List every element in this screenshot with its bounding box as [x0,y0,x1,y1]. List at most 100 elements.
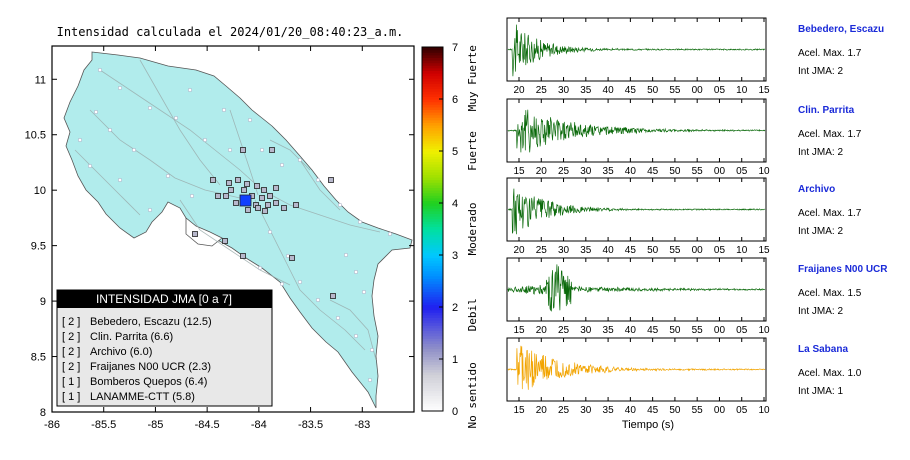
station-dot [187,87,192,92]
seismogram-panel: 15 20 25 30 35 40 45 50 55 00 05 10 La Sabana Acel. M… [506,337,862,416]
map-x-tick-label: -83 [354,419,370,431]
station-marker [293,202,299,208]
seismogram-jma-intensity: Int JMA: 2 [798,306,843,317]
seismogram-tick-label: 15 [513,325,525,336]
seismogram-tick-label: 00 [692,245,704,256]
seismogram-tick-label: 45 [647,325,659,336]
seismogram-station-name: Clin. Parrita [798,105,855,116]
seismogram-tick-label: 35 [580,85,592,96]
map-panel: -86 -85.5 -85 -84.5 -84 -83.5 -83 8 8.5 9 9.5 10 10.… [25,45,415,431]
colorbar-category-label: Fuerte [466,131,479,171]
map-x-tick-label: -84.5 [195,419,220,431]
seismogram-tick-label: 30 [558,85,570,96]
colorbar-tick-label: 1 [452,354,458,366]
colorbar-tick-label: 0 [452,406,458,418]
intensity-legend: INTENSIDAD JMA [0 a 7] [ 2 ] Bebedero, Es… [56,289,273,407]
station-dot [147,207,152,212]
seismogram-jma-intensity: Int JMA: 2 [798,147,843,158]
station-dot [354,270,359,275]
seismogram-trace [507,109,766,153]
legend-row-station: Bomberos Quepos (6.4) [90,376,207,388]
station-dot [298,157,303,162]
seismogram-tick-label: 25 [558,325,570,336]
station-dot [221,107,226,112]
seismogram-tick-label: 15 [513,405,525,416]
station-dot [370,348,375,353]
station-marker [267,193,273,199]
seismogram-trace [507,264,766,312]
station-dot [131,147,136,152]
seismogram-tick-label: 30 [580,166,592,177]
station-dot [336,316,341,321]
seismogram-tick-label: 10 [758,325,770,336]
station-dot [280,282,285,287]
legend-row-station: Bebedero, Escazu (12.5) [90,316,212,328]
legend-row-station: Fraijanes N00 UCR (2.3) [90,361,211,373]
legend-row-level: [ 2 ] [62,331,80,343]
station-marker [289,255,295,261]
seismogram-tick-label: 45 [625,245,637,256]
station-dot [247,117,252,122]
seismogram-panel: 15 20 25 30 35 40 45 50 55 00 05 10 Fraijanes N00 UC… [506,257,888,336]
station-dot [147,105,152,110]
seismogram-max-accel: Acel. Max. 1.7 [798,48,862,59]
station-marker [261,187,267,193]
map-axes: -86 -85.5 -85 -84.5 -84 -83.5 -83 8 8.5 9 9.5 10 10.… [25,46,414,431]
road-network [74,59,381,361]
legend-row-level: [ 1 ] [62,391,80,403]
station-marker [215,193,221,199]
seismogram-tick-label: 00 [692,85,704,96]
seismogram-station-name: Bebedero, Escazu [798,24,884,35]
seismogram-tick-label: 40 [625,166,637,177]
seismogram-max-accel: Acel. Max. 1.5 [798,288,862,299]
seismogram-tick-label: 05 [736,325,748,336]
seismogram-tick-label: 55 [692,405,704,416]
seismogram-tick-label: 20 [513,85,525,96]
station-dot [358,219,363,224]
seismogram-tick-label: 25 [558,166,570,177]
seismogram-tick-label: 15 [758,85,770,96]
seismogram-tick-label: 10 [736,245,748,256]
station-dot [362,290,367,295]
seismogram-tick-label: 00 [714,325,726,336]
map-title: Intensidad calculada el 2024/01/20_08:40… [57,25,404,39]
station-dot [316,177,321,182]
seismogram-tick-label: 05 [736,166,748,177]
station-marker [192,231,198,237]
colorbar-tick-label: 7 [452,42,458,54]
station-marker [228,187,234,193]
legend-row-station: Archivo (6.0) [90,346,152,358]
station-marker [328,177,334,183]
seismogram-tick-label: 30 [580,325,592,336]
seismogram-tick-label: 40 [625,405,637,416]
seismogram-tick-label: 20 [536,405,548,416]
legend-row-station: Clin. Parrita (6.6) [90,331,173,343]
station-marker [223,193,229,199]
colorbar-tick-label: 3 [452,250,458,262]
seismogram-tick-label: 25 [558,405,570,416]
seismogram-tick-label: 50 [669,325,681,336]
seismogram-tick-label: 10 [758,405,770,416]
seismogram-tick-label: 20 [536,325,548,336]
station-dot [338,202,343,207]
costa-rica-land [63,51,413,409]
seismogram-jma-intensity: Int JMA: 1 [798,386,843,397]
station-dot [388,231,393,236]
colorbar-category-label: Moderado [466,203,479,256]
station-marker [259,195,265,201]
station-dot [165,173,170,178]
station-marker [244,181,250,187]
seismogram-tick-label: 40 [625,325,637,336]
seismogram-tick-label: 45 [647,166,659,177]
seismogram-tick-label: 05 [714,85,726,96]
station-dot [344,252,349,257]
station-dot [268,229,273,234]
colorbar-category-label: Debil [466,298,479,331]
legend-row-level: [ 2 ] [62,316,80,328]
seismogram-tick-label: 10 [758,166,770,177]
station-marker [235,177,241,183]
seismogram-panels: 20 25 30 35 40 45 50 55 00 05 10 15 Bebedero, Escazu… [506,17,888,416]
map-x-tick-label: -86 [44,419,60,431]
station-marker [262,208,268,214]
